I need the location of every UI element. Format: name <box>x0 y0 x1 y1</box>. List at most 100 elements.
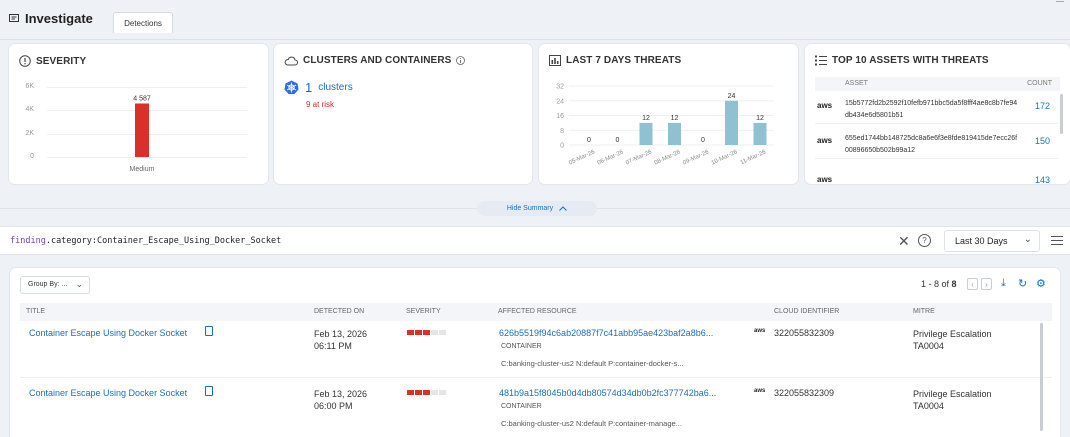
bar-value-label: 24 <box>728 93 736 100</box>
bar-value-label: 12 <box>642 115 650 122</box>
mitre-info: Privilege Escalation TA0004 <box>913 388 992 412</box>
x-tick-label: 10-Mar-26 <box>711 149 739 166</box>
resource-type: CONTAINER <box>501 403 542 410</box>
severity-segment <box>407 330 414 335</box>
settings-gear-icon[interactable]: ⚙ <box>1036 278 1046 290</box>
mitre-tactic: Privilege Escalation <box>913 329 992 339</box>
investigate-icon <box>9 14 19 22</box>
asset-count[interactable]: 143 <box>1034 175 1050 184</box>
cloud-identifier: 322055832309 <box>774 328 835 338</box>
clusters-title: CLUSTERS AND CONTAINERS <box>303 55 452 66</box>
col-mitre[interactable]: MITRE <box>913 308 935 315</box>
severity-segment <box>439 330 446 335</box>
threat-bar <box>725 100 738 145</box>
asset-row[interactable]: aws 15b5772fd2b2592f10fefb971bbc5da5f8ff… <box>815 94 1058 124</box>
aws-icon: aws <box>817 101 833 110</box>
aws-icon: aws <box>817 175 833 184</box>
copy-icon[interactable] <box>205 326 213 336</box>
help-icon[interactable]: ? <box>918 234 931 247</box>
clusters-link[interactable]: 1 clusters <box>284 80 353 95</box>
prev-page-button[interactable]: ‹ <box>967 278 978 290</box>
severity-segment <box>423 330 430 335</box>
mitre-id: TA0004 <box>913 341 944 351</box>
hide-summary-label: Hide Summary <box>506 205 554 212</box>
menu-icon[interactable] <box>1051 236 1063 248</box>
chevron-down-icon: ⌄ <box>1023 234 1032 245</box>
severity-indicator <box>407 390 446 395</box>
threat-bar <box>753 122 767 145</box>
gridline <box>47 87 247 88</box>
clusters-card: CLUSTERS AND CONTAINERS 1 clusters 9 at … <box>274 44 532 184</box>
detected-on: Feb 13, 2026 06:11 PM <box>314 328 367 352</box>
table-row[interactable]: Container Escape Using Docker Socket Feb… <box>20 323 1052 378</box>
assets-title: TOP 10 ASSETS WITH THREATS <box>832 55 989 66</box>
col-affected-resource[interactable]: AFFECTED RESOURCE <box>498 308 577 315</box>
chevron-up-icon <box>559 206 567 211</box>
col-severity[interactable]: SEVERITY <box>406 308 441 315</box>
close-icon[interactable]: ✕ <box>898 233 910 249</box>
resource-link[interactable]: 626b5519f94c6ab20887f7c41abb95ae423baf2a… <box>499 328 714 338</box>
window-edge <box>1056 0 1064 2</box>
chevron-down-icon: ⌄ <box>75 279 83 289</box>
results-panel: Group By: ... ⌄ 1 - 8 of 8 ‹ › ⤓ ↻ ⚙ TIT… <box>10 268 1060 437</box>
threat-bar <box>639 122 653 145</box>
col-cloud-identifier[interactable]: CLOUD IDENTIFIER <box>774 308 840 315</box>
asset-count[interactable]: 150 <box>1034 136 1050 146</box>
assets-table-header: ASSET COUNT <box>815 77 1060 91</box>
asset-row[interactable]: aws 143 <box>815 168 1058 184</box>
aws-icon: aws <box>754 388 766 394</box>
query-input[interactable]: finding.category:Container_Escape_Using_… <box>10 236 281 246</box>
next-page-button[interactable]: › <box>981 278 992 290</box>
col-title[interactable]: TITLE <box>26 308 46 315</box>
detected-time: 06:00 PM <box>314 401 353 411</box>
pager-range: 1 - 8 of <box>921 279 952 289</box>
time-range-select[interactable]: Last 30 Days ⌄ <box>944 230 1040 252</box>
table-scrollbar[interactable] <box>1040 323 1043 431</box>
severity-bar <box>135 103 149 157</box>
page-header: Investigate <box>9 11 93 26</box>
download-icon[interactable]: ⤓ <box>1001 277 1006 289</box>
severity-segment <box>415 330 422 335</box>
group-by-select[interactable]: Group By: ... ⌄ <box>20 276 90 294</box>
tab-detections[interactable]: Detections <box>113 12 173 33</box>
bar-value-label: 0 <box>587 137 591 144</box>
col-detected-on[interactable]: DETECTED ON <box>314 308 365 315</box>
asset-count[interactable]: 172 <box>1034 101 1050 111</box>
finding-title-link[interactable]: Container Escape Using Docker Socket <box>29 328 188 338</box>
severity-segment <box>439 390 446 395</box>
detected-date: Feb 13, 2026 <box>314 329 368 339</box>
severity-indicator <box>407 330 446 335</box>
pager-text: 1 - 8 of 8 <box>921 279 957 289</box>
finding-title-link[interactable]: Container Escape Using Docker Socket <box>29 388 188 398</box>
alert-circle-icon <box>19 55 31 67</box>
asset-row[interactable]: aws 655ed1744bb148725dc8a6e6f3e8fde81941… <box>815 129 1058 159</box>
hide-summary-button[interactable]: Hide Summary <box>477 201 597 216</box>
x-tick-label: Medium <box>130 166 155 173</box>
bar-chart-icon <box>549 55 561 66</box>
severity-chart: 4 587 Medium <box>130 95 155 173</box>
copy-icon[interactable] <box>205 386 213 396</box>
severity-segment <box>431 390 438 395</box>
top-bar: Investigate Detections <box>0 0 1070 40</box>
severity-card: SEVERITY 6K 4K 2K 0 4 587 Medium <box>9 44 268 184</box>
y-tick: 4K <box>25 106 34 113</box>
cloud-identifier: 322055832309 <box>774 388 835 398</box>
y-tick: 24 <box>556 98 564 105</box>
severity-title: SEVERITY <box>36 55 87 67</box>
table-row[interactable]: Container Escape Using Docker Socket Feb… <box>20 383 1052 437</box>
gridline <box>47 157 247 158</box>
bar-value-label: 4 587 <box>133 95 151 102</box>
mitre-tactic: Privilege Escalation <box>913 389 992 399</box>
mitre-info: Privilege Escalation TA0004 <box>913 328 992 352</box>
refresh-icon[interactable]: ↻ <box>1018 278 1028 290</box>
risk-count: 9 at risk <box>306 100 335 109</box>
group-by-value: Group By: ... <box>28 281 68 288</box>
info-icon[interactable] <box>456 56 466 65</box>
resource-link[interactable]: 481b9a15f8045b0d4db80574d34db0b2fc377742… <box>499 388 717 398</box>
threats-chart: 32 24 16 8 0 0 05-Mar-26 0 06-Mar-26 12 07-Mar-26 1… <box>556 84 774 167</box>
severity-segment <box>407 390 414 395</box>
col-asset: ASSET <box>845 80 868 87</box>
x-tick-label: 11-Mar-26 <box>740 149 768 166</box>
assets-scrollbar[interactable] <box>1060 94 1063 134</box>
list-icon <box>815 55 827 66</box>
